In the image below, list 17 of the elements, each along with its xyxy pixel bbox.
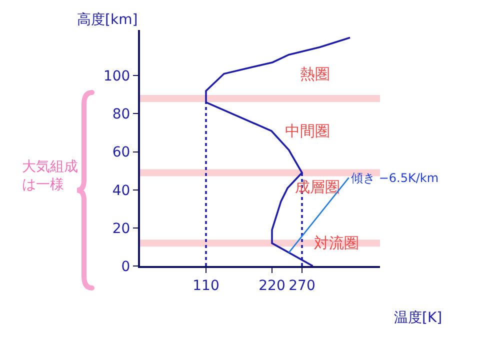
annotation: 熱圏: [300, 65, 330, 83]
y-tick-label: 80: [112, 106, 130, 123]
annotation: 傾き −6.5K/km: [351, 171, 439, 185]
annotation: 対流圏: [314, 234, 359, 252]
x-axis-title: 温度[K]: [394, 310, 442, 326]
y-axis-title: 高度[km]: [77, 12, 138, 28]
text: 大気組成は一様: [22, 159, 78, 194]
y-tick-label: 40: [112, 182, 130, 199]
x-tick-label: 220: [258, 278, 286, 294]
x-tick-label: 270: [288, 278, 316, 294]
x-tick-label: 110: [192, 278, 220, 294]
y-tick-label: 0: [121, 258, 130, 275]
annotation: 成層圏: [295, 178, 340, 196]
y-tick-label: 100: [103, 68, 130, 85]
annotation: 中間圏: [285, 122, 330, 140]
y-tick-label: 60: [112, 144, 130, 161]
y-tick-label: 20: [112, 220, 130, 237]
